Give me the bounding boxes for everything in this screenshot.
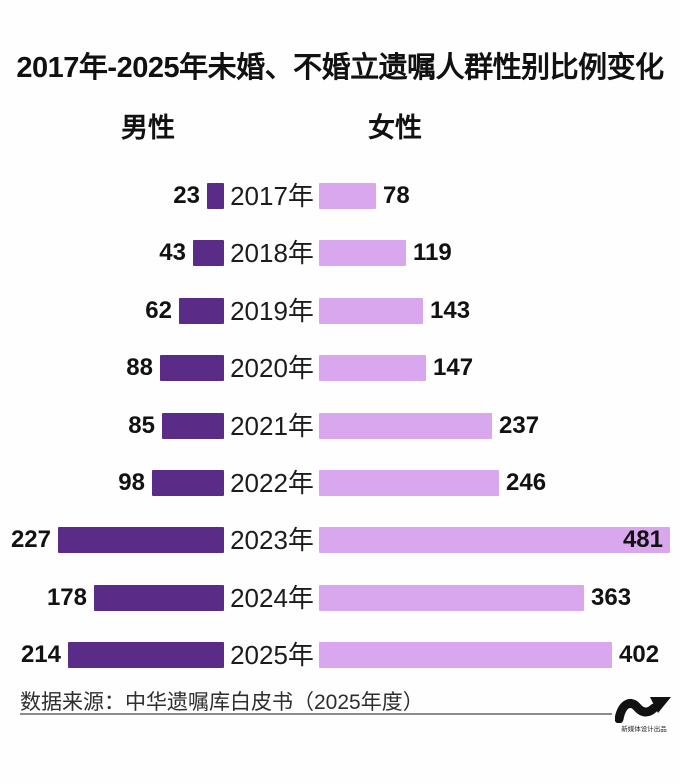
- male-value-label: 43: [159, 239, 186, 266]
- year-label: 2021年: [230, 411, 314, 441]
- female-bar: [319, 642, 612, 668]
- year-label: 2025年: [230, 640, 314, 670]
- chart-row: 227 2023年 481: [0, 523, 680, 557]
- chart-row: 43 2018年 119: [0, 236, 680, 270]
- legend-male-label: 男性: [121, 113, 175, 143]
- female-value-label: 246: [506, 469, 547, 496]
- male-bar: [193, 240, 224, 266]
- male-value-label: 85: [128, 412, 155, 439]
- chart-row: 88 2020年 147: [0, 351, 680, 385]
- chart-row: 62 2019年 143: [0, 294, 680, 328]
- male-bar: [152, 470, 224, 496]
- male-value-label: 88: [126, 354, 153, 381]
- year-label: 2024年: [230, 583, 314, 613]
- female-bar: [319, 298, 423, 324]
- male-bar: [68, 642, 224, 668]
- chart-row: 23 2017年 78: [0, 179, 680, 213]
- female-bar: [319, 527, 670, 553]
- female-value-label: 147: [433, 354, 474, 381]
- footer-divider-line: [20, 713, 612, 715]
- legend-female-label: 女性: [368, 113, 422, 143]
- female-bar: [319, 413, 492, 439]
- female-value-label: 363: [591, 584, 632, 611]
- chart-row: 98 2022年 246: [0, 466, 680, 500]
- male-bar: [94, 585, 224, 611]
- chart-row: 178 2024年 363: [0, 581, 680, 615]
- chart-row: 85 2021年 237: [0, 409, 680, 443]
- female-value-label: 481: [622, 526, 663, 553]
- male-bar: [162, 413, 224, 439]
- male-value-label: 178: [46, 584, 87, 611]
- male-value-label: 227: [10, 526, 51, 553]
- publisher-logo-caption: 新媒体设计出品: [621, 726, 667, 733]
- year-label: 2022年: [230, 468, 314, 498]
- female-value-label: 402: [619, 641, 660, 668]
- year-label: 2019年: [230, 296, 314, 326]
- female-value-label: 143: [430, 297, 471, 324]
- male-bar: [160, 355, 224, 381]
- female-bar: [319, 240, 406, 266]
- year-label: 2018年: [230, 238, 314, 268]
- female-bar: [319, 355, 426, 381]
- female-value-label: 237: [499, 412, 540, 439]
- male-value-label: 23: [173, 182, 200, 209]
- female-value-label: 78: [383, 182, 410, 209]
- chart-row: 214 2025年 402: [0, 638, 680, 672]
- female-bar: [319, 470, 499, 496]
- male-value-label: 214: [20, 641, 61, 668]
- year-label: 2017年: [230, 181, 314, 211]
- male-bar: [58, 527, 224, 553]
- data-source-note: 数据来源：中华遗嘱库白皮书（2025年度）: [20, 691, 424, 714]
- male-bar: [207, 183, 224, 209]
- female-bar: [319, 585, 584, 611]
- year-label: 2023年: [230, 525, 314, 555]
- chart-title: 2017年-2025年未婚、不婚立遗嘱人群性别比例变化: [16, 52, 664, 84]
- male-value-label: 98: [118, 469, 145, 496]
- male-value-label: 62: [145, 297, 172, 324]
- female-value-label: 119: [413, 239, 452, 266]
- male-bar: [179, 298, 224, 324]
- female-bar: [319, 183, 376, 209]
- publisher-wave-logo-icon: [615, 697, 671, 723]
- year-label: 2020年: [230, 353, 314, 383]
